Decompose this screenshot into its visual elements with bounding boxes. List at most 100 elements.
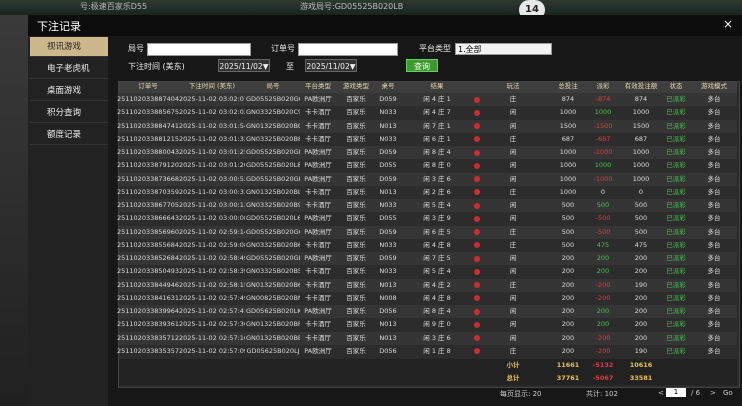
table-cell: GD05525B020GC: [246, 227, 300, 236]
page-total: / 6: [691, 389, 701, 397]
result-icon[interactable]: [474, 189, 480, 196]
table-cell: GD05625B020LK: [246, 307, 300, 316]
table-cell: 200: [634, 333, 648, 342]
platform-label: 平台类型: [419, 44, 451, 53]
table-cell: 百家乐: [346, 95, 366, 103]
table-cell: 闲 4 庄 8: [423, 240, 451, 249]
table-cell: 251102033885675: [117, 108, 179, 117]
table-cell: 2025-11-02 03:00:08: [179, 214, 245, 223]
menu-item[interactable]: 桌面游戏: [30, 81, 108, 101]
result-icon[interactable]: [474, 335, 480, 342]
table-cell: GD05525B020L8: [246, 161, 300, 170]
table-cell: 2025-11-02 02:59:08: [179, 240, 245, 249]
result-icon[interactable]: [474, 162, 480, 169]
result-icon[interactable]: [474, 202, 480, 209]
result-icon[interactable]: [474, 268, 480, 275]
result-icon[interactable]: [474, 109, 480, 116]
order-input[interactable]: [298, 43, 398, 56]
result-icon[interactable]: [474, 136, 480, 143]
close-button[interactable]: ×: [723, 17, 734, 31]
table-cell: 已派彩: [666, 148, 686, 157]
table-cell: 已派彩: [666, 161, 686, 170]
result-icon[interactable]: [474, 123, 480, 130]
table-cell: 687: [634, 134, 648, 143]
table-cell: GN03325B020B9: [246, 201, 300, 210]
table-cell: -687: [595, 134, 611, 143]
table-cell: D056: [379, 346, 397, 355]
table-cell: 闲: [509, 108, 517, 117]
date-to[interactable]: 2025/11/02▼: [305, 59, 357, 72]
search-button[interactable]: 查询: [406, 59, 438, 72]
sidebar: [28, 36, 108, 406]
page-input[interactable]: 1: [666, 388, 686, 397]
menu-item[interactable]: 电子老虎机: [30, 59, 108, 79]
table-cell: 已派彩: [666, 214, 686, 223]
table-cell: 闲 4 庄 8: [423, 293, 451, 302]
side-bg: [0, 15, 28, 406]
table-cell: 200: [561, 267, 575, 276]
table-cell: 251102033852684: [117, 254, 179, 263]
menu-item[interactable]: 视讯游戏: [30, 37, 108, 57]
table-cell: 475: [596, 240, 610, 249]
menu-item[interactable]: 额度记录: [30, 125, 108, 145]
table-cell: 多台: [707, 108, 721, 117]
table-cell: 百家乐: [346, 254, 366, 263]
table-cell: GN01325B020BL: [246, 187, 300, 196]
table-cell: 已派彩: [666, 320, 686, 329]
table-cell: 已派彩: [666, 293, 686, 302]
result-icon[interactable]: [474, 255, 480, 262]
table-cell: D059: [379, 148, 397, 157]
next-button[interactable]: >: [710, 389, 716, 397]
table-cell: 庄: [509, 134, 517, 143]
menu-item[interactable]: 积分查询: [30, 103, 108, 123]
table-cell: 1500: [632, 121, 650, 130]
prev-button[interactable]: <: [658, 389, 664, 397]
table-cell: N013: [379, 187, 397, 196]
result-icon[interactable]: [474, 149, 480, 156]
table-cell: 500: [596, 201, 610, 210]
summary-row: [119, 372, 737, 385]
table-cell: N013: [379, 320, 397, 329]
table-cell: 已派彩: [666, 280, 686, 289]
date-from[interactable]: 2025/11/02▼: [218, 59, 270, 72]
table-cell: 2025-11-02 02:57:09: [179, 346, 245, 355]
table-cell: 闲: [509, 320, 517, 329]
table-cell: 百家乐: [346, 187, 366, 196]
table-cell: 251102033873668: [117, 174, 179, 183]
table-cell: N033: [379, 201, 397, 210]
table-cell: GN01325B020BE: [246, 333, 300, 342]
table-cell: GD05525B020GB: [246, 254, 300, 263]
table-cell: 百家乐: [346, 134, 366, 143]
summary-cell: -5067: [592, 374, 614, 382]
result-icon[interactable]: [474, 282, 480, 289]
result-icon[interactable]: [474, 229, 480, 236]
table-cell: 已派彩: [666, 254, 686, 263]
result-icon[interactable]: [474, 348, 480, 355]
table-cell: 百家乐: [346, 214, 366, 223]
result-icon[interactable]: [474, 215, 480, 222]
table-cell: 多台: [707, 161, 721, 170]
header-cell: 游戏类型: [343, 82, 369, 90]
result-icon[interactable]: [474, 242, 480, 249]
table-cell: 多台: [707, 320, 721, 329]
result-icon[interactable]: [474, 176, 480, 183]
table-cell: 多台: [707, 134, 721, 143]
result-icon[interactable]: [474, 308, 480, 315]
table-cell: 251102033839964: [117, 307, 179, 316]
platform-select[interactable]: 1.全部: [455, 43, 552, 55]
table-cell: 1000: [559, 148, 577, 157]
table-cell: 已派彩: [666, 95, 686, 103]
table-cell: 1000: [632, 108, 650, 117]
go-button[interactable]: Go: [723, 389, 733, 397]
table-row: [119, 172, 737, 186]
result-icon[interactable]: [474, 96, 480, 103]
result-icon[interactable]: [474, 321, 480, 328]
table-cell: 2025-11-02 02:58:15: [179, 280, 245, 289]
table-cell: 百家乐: [346, 201, 366, 210]
result-icon[interactable]: [474, 295, 480, 302]
table-row: [119, 331, 737, 345]
table-cell: 500: [634, 201, 648, 210]
table-cell: 251102033879120: [117, 161, 179, 170]
round-input[interactable]: [147, 43, 251, 56]
table-cell: D055: [379, 214, 397, 223]
